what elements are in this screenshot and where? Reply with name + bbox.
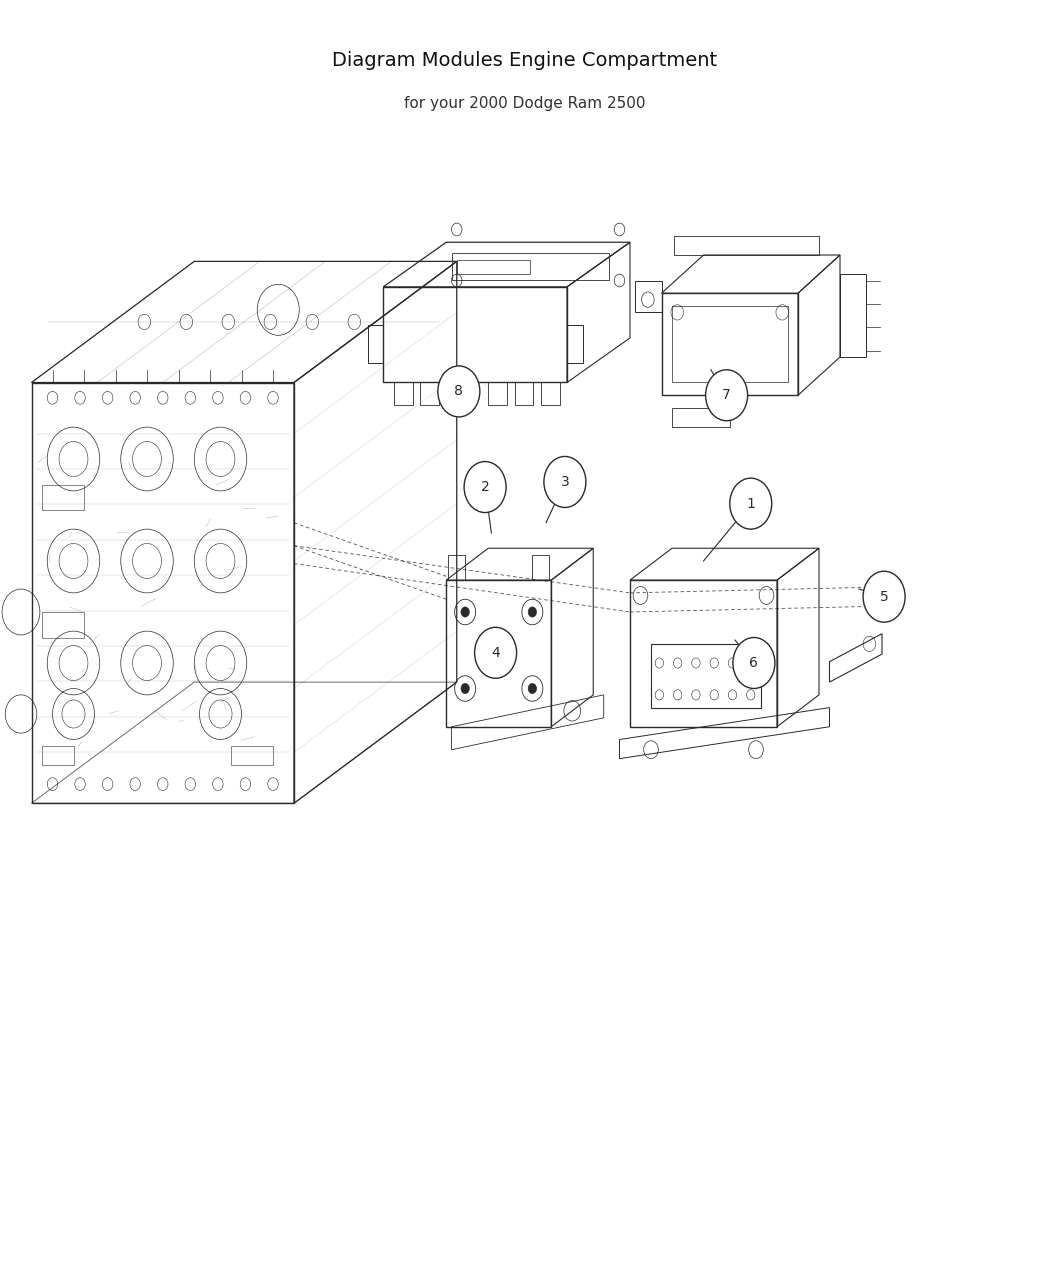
- Bar: [42, 484, 84, 510]
- Circle shape: [733, 638, 775, 688]
- Text: 1: 1: [747, 497, 755, 510]
- Bar: [42, 746, 74, 765]
- Circle shape: [863, 571, 905, 622]
- Circle shape: [544, 456, 586, 507]
- Circle shape: [528, 607, 537, 617]
- Circle shape: [464, 462, 506, 513]
- Text: for your 2000 Dodge Ram 2500: for your 2000 Dodge Ram 2500: [404, 96, 646, 111]
- Bar: [231, 746, 273, 765]
- Circle shape: [706, 370, 748, 421]
- Text: 3: 3: [561, 476, 569, 488]
- Text: 7: 7: [722, 389, 731, 402]
- Circle shape: [461, 683, 469, 694]
- Circle shape: [528, 683, 537, 694]
- Text: 8: 8: [455, 385, 463, 398]
- Text: 4: 4: [491, 646, 500, 659]
- Circle shape: [475, 627, 517, 678]
- Text: 5: 5: [880, 590, 888, 603]
- Circle shape: [730, 478, 772, 529]
- Text: 6: 6: [750, 657, 758, 669]
- Circle shape: [438, 366, 480, 417]
- Bar: [42, 612, 84, 638]
- Text: Diagram Modules Engine Compartment: Diagram Modules Engine Compartment: [333, 51, 717, 70]
- Text: 2: 2: [481, 481, 489, 493]
- Circle shape: [461, 607, 469, 617]
